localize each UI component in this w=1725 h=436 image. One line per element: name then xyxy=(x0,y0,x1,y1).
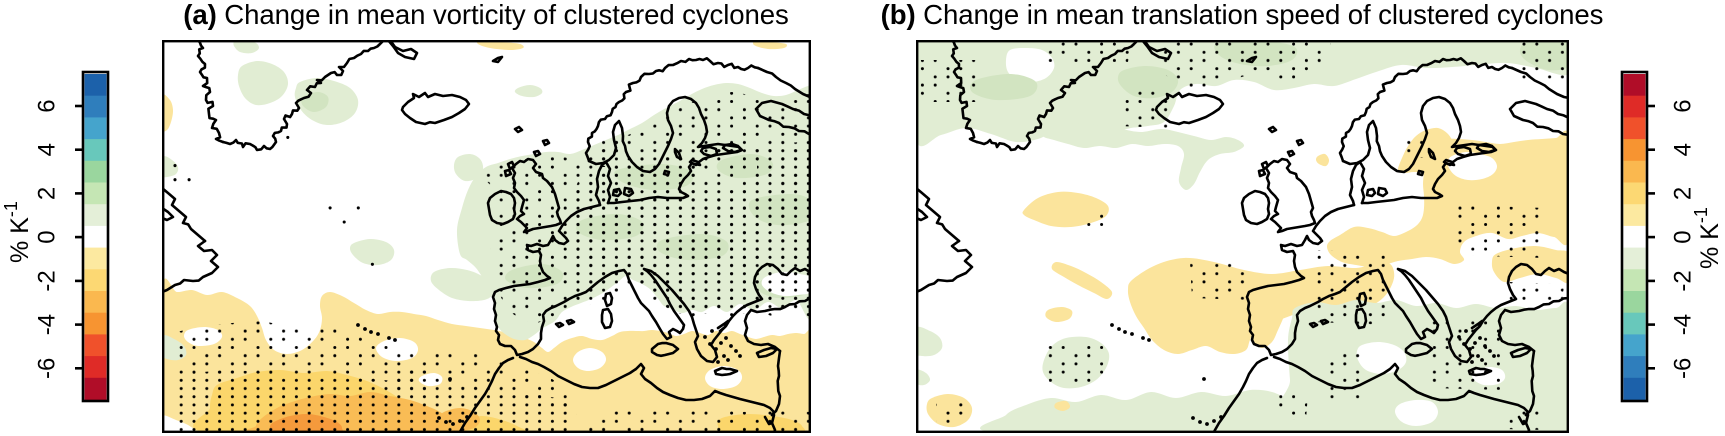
svg-text:2: 2 xyxy=(34,187,61,200)
svg-text:-2: -2 xyxy=(1670,270,1697,291)
svg-text:% K-1: % K-1 xyxy=(1691,207,1724,269)
svg-text:4: 4 xyxy=(1670,143,1697,156)
svg-text:0: 0 xyxy=(34,230,61,243)
svg-text:-2: -2 xyxy=(34,270,61,291)
svg-text:-4: -4 xyxy=(34,314,61,335)
svg-text:0: 0 xyxy=(1670,230,1697,243)
svg-text:% K-1: % K-1 xyxy=(1,201,34,263)
svg-text:-4: -4 xyxy=(1670,314,1697,335)
svg-text:6: 6 xyxy=(1670,99,1697,112)
svg-text:-6: -6 xyxy=(34,358,61,379)
svg-text:6: 6 xyxy=(34,99,61,112)
svg-text:2: 2 xyxy=(1670,187,1697,200)
svg-text:-6: -6 xyxy=(1670,358,1697,379)
svg-text:4: 4 xyxy=(34,143,61,156)
